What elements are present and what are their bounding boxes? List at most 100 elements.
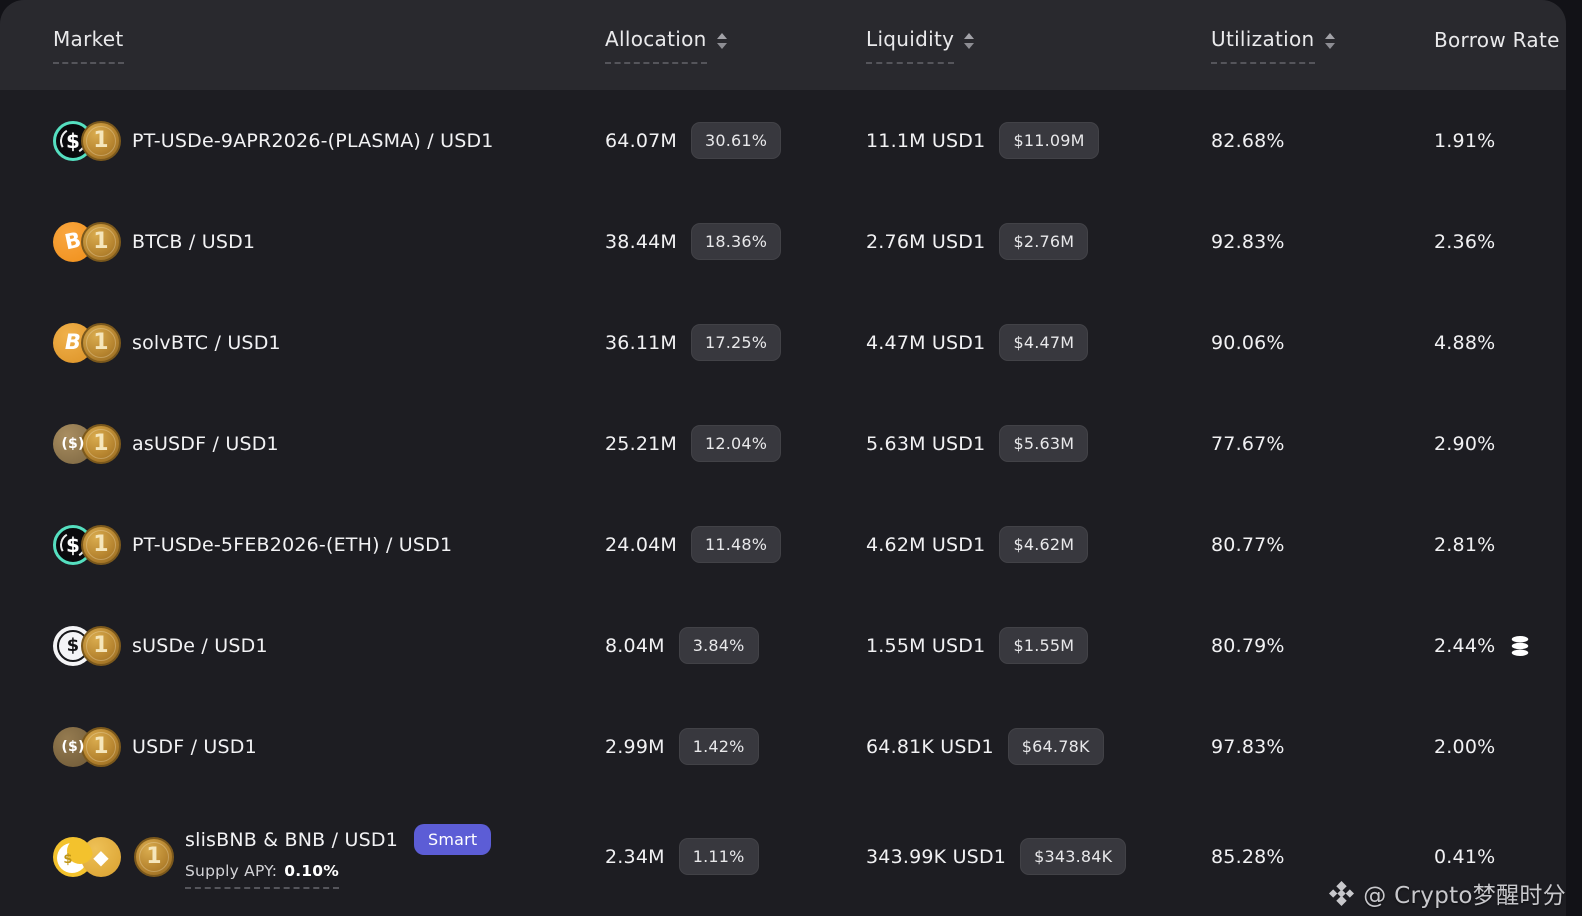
market-row[interactable]: ($) 1 asUSDF / USD1 25.21M 12.04% 5.63M U… (0, 393, 1566, 494)
liquidity-usd-badge: $64.78K (1007, 728, 1104, 765)
bnb-glyph: ◆ (93, 844, 109, 869)
market-token-icons: $1 (53, 120, 121, 161)
allocation-value: 64.07M (605, 129, 677, 152)
smart-badge: Smart (413, 824, 492, 855)
liquidity-value: 5.63M USD1 (866, 432, 986, 455)
allocation-value: 2.99M (605, 735, 665, 758)
sort-icon (1324, 33, 1335, 49)
usd1-glyph: 1 (93, 228, 109, 254)
token-icon-group: 1 (134, 836, 174, 877)
liquidity-value: 2.76M USD1 (866, 230, 986, 253)
market-cell: $1 PT-USDe-9APR2026-(PLASMA) / USD1 (0, 120, 605, 161)
market-title-line: PT-USDe-9APR2026-(PLASMA) / USD1 (132, 130, 494, 152)
utilization-value: 85.28% (1211, 845, 1285, 868)
market-title-line: asUSDF / USD1 (132, 433, 279, 455)
borrow-rate-value: 2.44% (1434, 634, 1496, 657)
liquidity-usd-badge: $1.55M (999, 627, 1089, 664)
market-title-line: BTCB / USD1 (132, 231, 255, 253)
usd1-token-icon: 1 (81, 625, 121, 666)
liquidity-value: 64.81K USD1 (866, 735, 994, 758)
allocation-share-badge: 3.84% (678, 627, 759, 664)
column-header-label: Allocation (605, 27, 707, 64)
borrow-rate-cell: 2.90% (1434, 433, 1566, 455)
column-header-sort[interactable]: Utilization (1211, 27, 1335, 64)
utilization-cell: 90.06% (1211, 332, 1434, 354)
market-pair-label: slisBNB & BNB / USD1 (185, 828, 398, 851)
asusdf-glyph: ($) (61, 435, 85, 452)
column-header-label: Market (53, 27, 124, 64)
utilization-value: 80.77% (1211, 533, 1285, 556)
column-header-sort[interactable]: Liquidity (866, 27, 975, 64)
liquidity-value: 343.99K USD1 (866, 845, 1007, 868)
borrow-rate-cell: 2.00% (1434, 736, 1566, 758)
market-pair-label: solvBTC / USD1 (132, 331, 281, 354)
allocation-value: 24.04M (605, 533, 677, 556)
market-text: PT-USDe-9APR2026-(PLASMA) / USD1 (132, 130, 494, 152)
market-row[interactable]: $ ◆ 1 slisBNB & BNB / USD1 Smart Supply AP… (0, 797, 1566, 916)
allocation-share-badge: 18.36% (691, 223, 782, 260)
utilization-value: 97.83% (1211, 735, 1285, 758)
utilization-value: 77.67% (1211, 432, 1285, 455)
usd1-glyph: 1 (93, 632, 109, 658)
susde-glyph: $ (66, 634, 80, 656)
allocation-cell: 36.11M 17.25% (605, 324, 866, 361)
borrow-rate-value: 0.41% (1434, 845, 1496, 868)
utilization-cell: 85.28% (1211, 846, 1434, 868)
pt-usde-glyph: $ (65, 532, 81, 557)
token-icon-group: $1 (53, 524, 121, 565)
market-token-icons: $1 (53, 625, 121, 666)
usd1-glyph: 1 (146, 843, 162, 869)
market-row[interactable]: $1 PT-USDe-5FEB2026-(ETH) / USD1 24.04M … (0, 494, 1566, 595)
market-pair-label: sUSDe / USD1 (132, 634, 268, 657)
market-row[interactable]: $1 PT-USDe-9APR2026-(PLASMA) / USD1 64.0… (0, 90, 1566, 191)
allocation-share-badge: 12.04% (691, 425, 782, 462)
column-header-label: Liquidity (866, 27, 955, 64)
watermark-text: @ Crypto梦醒时分 (1363, 883, 1566, 909)
bnb-diamond-icon (1329, 880, 1355, 906)
token-icon-group: ($) 1 (53, 726, 121, 767)
allocation-cell: 8.04M 3.84% (605, 627, 866, 664)
liquidity-value: 11.1M USD1 (866, 129, 986, 152)
supply-apy-label: Supply APY: (185, 862, 278, 880)
utilization-cell: 82.68% (1211, 130, 1434, 152)
market-title-line: solvBTC / USD1 (132, 332, 281, 354)
liquidity-cell: 4.62M USD1 $4.62M (866, 526, 1211, 563)
coin-stack-icon[interactable] (1509, 635, 1531, 657)
borrow-rate-value: 2.36% (1434, 230, 1496, 253)
market-cell: $1 sUSDe / USD1 (0, 625, 605, 666)
utilization-cell: 80.77% (1211, 534, 1434, 556)
allocation-cell: 25.21M 12.04% (605, 425, 866, 462)
column-header-sort[interactable]: Allocation (605, 27, 727, 64)
market-text: sUSDe / USD1 (132, 635, 268, 657)
usd1-glyph: 1 (93, 733, 109, 759)
column-header-utilization: Utilization (1211, 27, 1434, 64)
liquidity-cell: 64.81K USD1 $64.78K (866, 728, 1211, 765)
btcb-glyph: B (62, 227, 84, 255)
borrow-rate-value: 2.90% (1434, 432, 1496, 455)
borrow-rate-cell: 4.88% (1434, 332, 1566, 354)
market-title-line: USDF / USD1 (132, 736, 257, 758)
market-row[interactable]: $1 sUSDe / USD1 8.04M 3.84% 1.55M USD1 $… (0, 595, 1566, 696)
sort-icon (964, 33, 975, 49)
market-title-line: sUSDe / USD1 (132, 635, 268, 657)
allocation-cell: 2.34M 1.11% (605, 838, 866, 875)
column-header-liquidity: Liquidity (866, 27, 1211, 64)
utilization-value: 92.83% (1211, 230, 1285, 253)
allocation-cell: 24.04M 11.48% (605, 526, 866, 563)
usd1-token-icon: 1 (81, 524, 121, 565)
liquidity-usd-badge: $11.09M (999, 122, 1099, 159)
supply-apy-tooltip[interactable]: Supply APY: 0.10% (185, 862, 339, 889)
usd1-glyph: 1 (93, 329, 109, 355)
allocation-share-badge: 30.61% (691, 122, 782, 159)
market-row[interactable]: ($) 1 USDF / USD1 2.99M 1.42% 64.81K USD1… (0, 696, 1566, 797)
usd1-glyph: 1 (93, 127, 109, 153)
market-token-icons: ($) 1 (53, 423, 121, 464)
usd1-token-icon: 1 (134, 836, 174, 877)
utilization-value: 80.79% (1211, 634, 1285, 657)
column-header-sort[interactable]: Market (53, 27, 124, 64)
